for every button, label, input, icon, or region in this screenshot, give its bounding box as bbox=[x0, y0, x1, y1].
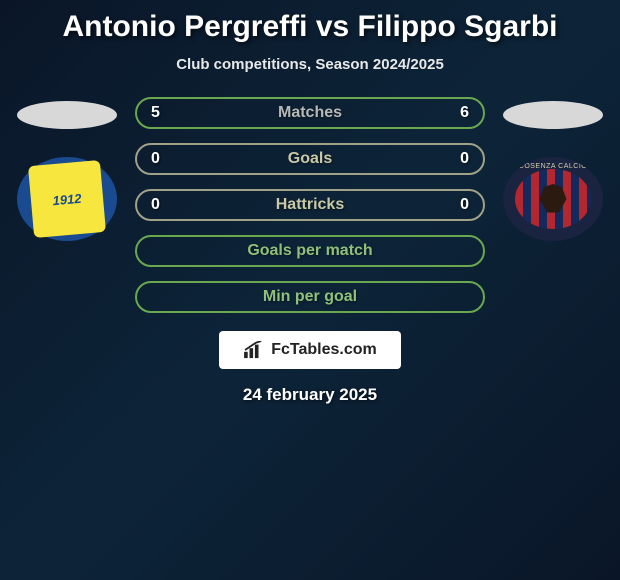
page-title: Antonio Pergreffi vs Filippo Sgarbi bbox=[62, 10, 557, 44]
bar-chart-icon bbox=[243, 341, 265, 359]
stat-label: Matches bbox=[278, 104, 342, 122]
team-crest-left: 1912 bbox=[17, 157, 117, 241]
body: 1912 5 Matches 6 0 Goals 0 0 Hattricks 0 Goals pe… bbox=[0, 97, 620, 313]
stat-rows: 5 Matches 6 0 Goals 0 0 Hattricks 0 Goals per mat… bbox=[135, 97, 485, 313]
left-side: 1912 bbox=[17, 97, 117, 241]
stat-row: Min per goal bbox=[135, 281, 485, 313]
team-crest-right: COSENZA CALCIO bbox=[503, 157, 603, 241]
stat-value-left: 0 bbox=[151, 150, 160, 168]
player-photo-placeholder-left bbox=[17, 101, 117, 129]
stat-label: Hattricks bbox=[276, 196, 344, 214]
stat-label: Goals per match bbox=[247, 242, 372, 260]
stat-row: 0 Hattricks 0 bbox=[135, 189, 485, 221]
subtitle: Club competitions, Season 2024/2025 bbox=[176, 56, 444, 73]
right-side: COSENZA CALCIO bbox=[503, 97, 603, 241]
stat-row: 0 Goals 0 bbox=[135, 143, 485, 175]
stat-label: Min per goal bbox=[263, 288, 357, 306]
stat-row: 5 Matches 6 bbox=[135, 97, 485, 129]
brand-text: FcTables.com bbox=[271, 341, 377, 359]
player-photo-placeholder-right bbox=[503, 101, 603, 129]
stat-label: Goals bbox=[288, 150, 332, 168]
crest-right-stripes bbox=[515, 169, 591, 229]
brand-badge: FcTables.com bbox=[219, 331, 401, 369]
comparison-card: Antonio Pergreffi vs Filippo Sgarbi Club… bbox=[0, 0, 620, 415]
date-label: 24 february 2025 bbox=[243, 385, 377, 405]
stat-value-right: 0 bbox=[460, 150, 469, 168]
crest-right-emblem bbox=[538, 184, 568, 214]
stat-row: Goals per match bbox=[135, 235, 485, 267]
stat-value-left: 5 bbox=[151, 104, 160, 122]
stat-value-right: 0 bbox=[460, 196, 469, 214]
stat-value-right: 6 bbox=[460, 104, 469, 122]
crest-left-text: 1912 bbox=[28, 160, 106, 238]
stat-value-left: 0 bbox=[151, 196, 160, 214]
